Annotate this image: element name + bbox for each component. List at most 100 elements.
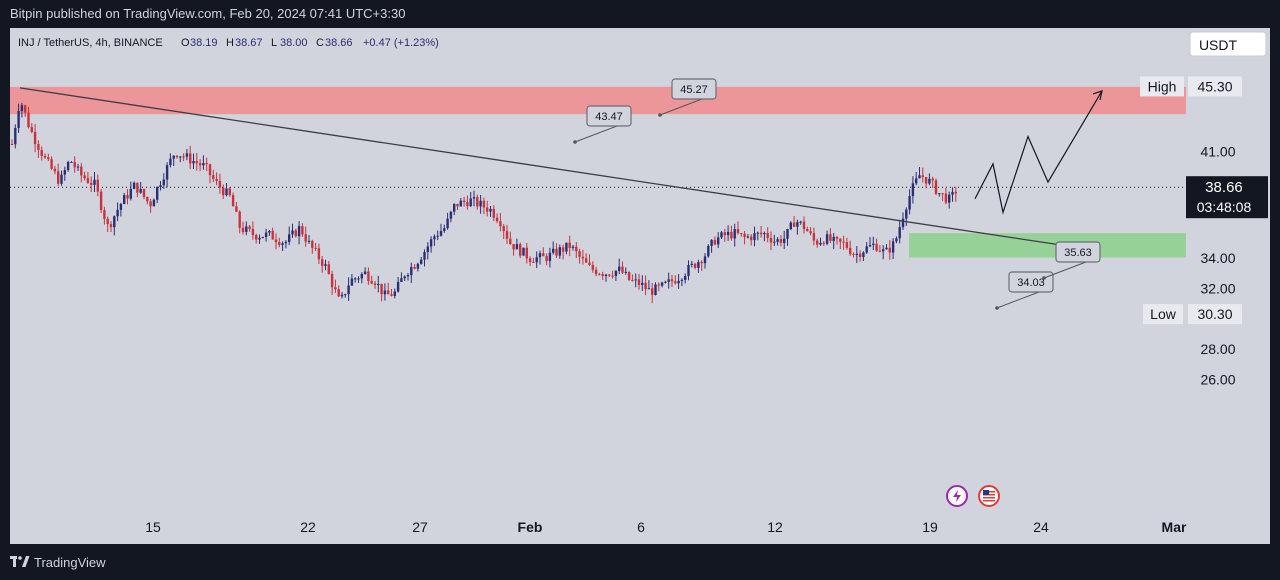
candle-body bbox=[575, 246, 578, 252]
candle-body bbox=[571, 246, 575, 248]
low-label-bg bbox=[1143, 304, 1183, 325]
footer-brand[interactable]: TradingView bbox=[34, 554, 106, 570]
y-tick-label: 28.00 bbox=[1200, 341, 1235, 357]
candle-body bbox=[360, 273, 363, 279]
candle-body bbox=[720, 232, 723, 238]
candle-body bbox=[591, 264, 594, 270]
candle-body bbox=[288, 234, 291, 242]
candle-body bbox=[779, 239, 783, 243]
candle-body bbox=[50, 159, 53, 169]
candle-body bbox=[858, 253, 862, 258]
candle-body bbox=[878, 250, 882, 252]
candle-body bbox=[789, 222, 792, 230]
candle-body bbox=[337, 289, 340, 297]
candle-body bbox=[278, 242, 281, 245]
candle-body bbox=[182, 156, 185, 158]
candle-body bbox=[769, 237, 773, 243]
candle-body bbox=[367, 271, 370, 282]
candle-body bbox=[347, 285, 350, 295]
candle-body bbox=[618, 266, 621, 271]
candle-body bbox=[502, 226, 505, 232]
candle-body bbox=[723, 232, 726, 236]
candle-body bbox=[713, 239, 717, 245]
candle-body bbox=[66, 161, 70, 171]
callout-34-03-box bbox=[1008, 271, 1054, 293]
candle-body bbox=[479, 200, 482, 207]
y-tick-label: 32.00 bbox=[1200, 280, 1235, 296]
candle-body bbox=[835, 236, 839, 239]
x-tick-label: 22 bbox=[300, 519, 316, 535]
chart-area[interactable]: 43.47 45.27 34.03 35.63 High 45.30 41.00 34.00 3… bbox=[10, 28, 1270, 544]
candle-body bbox=[27, 112, 30, 128]
candle-body bbox=[740, 233, 743, 235]
callout-35-63-box bbox=[1055, 241, 1101, 263]
x-tick-label: 24 bbox=[1033, 519, 1049, 535]
candle-body bbox=[109, 224, 113, 228]
candle-body bbox=[466, 202, 469, 207]
candle-body bbox=[274, 239, 278, 243]
candle-body bbox=[446, 218, 449, 229]
candle-body bbox=[651, 288, 654, 295]
candle-body bbox=[24, 105, 27, 113]
support-zone bbox=[909, 233, 1186, 258]
candles bbox=[10, 102, 957, 304]
candle-body bbox=[545, 256, 548, 262]
symbol-header: INJ / TetherUS, 4h, BINANCE bbox=[18, 37, 163, 49]
candle-body bbox=[730, 231, 733, 239]
candle-body bbox=[585, 258, 588, 263]
candle-body bbox=[624, 271, 627, 273]
candle-body bbox=[162, 179, 165, 186]
candle-body bbox=[776, 239, 779, 242]
callout-34-03-label: 34.03 bbox=[1017, 277, 1045, 289]
footer-bar: TradingView bbox=[0, 544, 1280, 580]
candle-body bbox=[172, 155, 175, 159]
candle-body bbox=[403, 276, 406, 279]
candle-body bbox=[70, 161, 73, 163]
candle-body bbox=[684, 275, 687, 280]
candle-body bbox=[400, 278, 403, 282]
x-tick-label: 15 bbox=[145, 519, 161, 535]
candle-body bbox=[469, 198, 472, 207]
candle-body bbox=[641, 282, 644, 285]
candle-body bbox=[459, 200, 462, 207]
candle-body bbox=[555, 248, 558, 256]
candle-body bbox=[410, 267, 413, 276]
candle-body bbox=[86, 178, 90, 183]
ohlc-l-label: L bbox=[271, 37, 277, 49]
candle-body bbox=[594, 269, 598, 275]
candle-body bbox=[934, 180, 938, 194]
callout-34-03-dot bbox=[995, 306, 999, 310]
candle-body bbox=[644, 282, 647, 290]
candle-body bbox=[482, 200, 486, 208]
candle-body bbox=[845, 242, 849, 248]
candle-body bbox=[429, 239, 433, 247]
candle-body bbox=[891, 241, 895, 253]
candle-body bbox=[317, 248, 321, 260]
candle-body bbox=[370, 281, 373, 284]
candle-body bbox=[568, 242, 571, 248]
candle-body bbox=[697, 261, 700, 268]
ohlc-h-label: H bbox=[226, 37, 234, 49]
candle-body bbox=[753, 233, 756, 241]
candle-body bbox=[667, 279, 670, 282]
candle-body bbox=[47, 157, 50, 160]
callout-45-27-dot bbox=[658, 113, 662, 117]
callout-35-63-pointer bbox=[1043, 261, 1087, 279]
candle-body bbox=[733, 229, 736, 239]
candle-body bbox=[611, 275, 614, 277]
chart-canvas[interactable]: 43.47 45.27 34.03 35.63 High 45.30 41.00 34.00 3… bbox=[10, 28, 1270, 544]
candle-body bbox=[179, 156, 182, 158]
trendline bbox=[19, 87, 1057, 245]
x-tick-label: 12 bbox=[767, 519, 783, 535]
candle-body bbox=[304, 234, 307, 242]
candle-body bbox=[888, 247, 891, 253]
candle-body bbox=[202, 162, 205, 166]
tradingview-logo-icon[interactable] bbox=[10, 556, 30, 568]
candle-body bbox=[707, 245, 710, 257]
candle-body bbox=[327, 264, 330, 274]
candle-body bbox=[456, 203, 459, 207]
candle-body bbox=[443, 228, 446, 232]
candle-body bbox=[532, 261, 535, 263]
candle-body bbox=[165, 165, 169, 180]
candle-body bbox=[548, 252, 552, 262]
